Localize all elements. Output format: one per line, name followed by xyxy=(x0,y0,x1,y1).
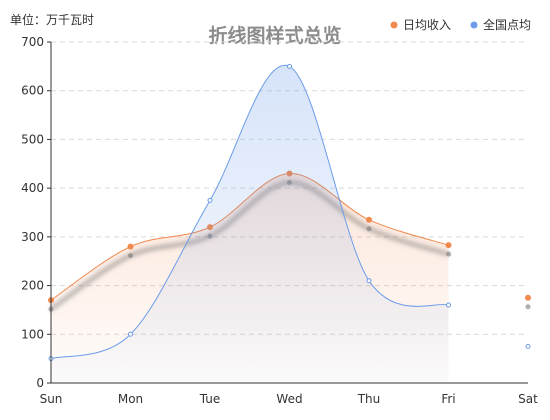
y-tick-label: 300 xyxy=(21,230,44,244)
legend-label: 日均收入 xyxy=(403,18,451,32)
series-layer xyxy=(48,63,531,384)
y-tick-label: 200 xyxy=(21,279,44,293)
data-point[interactable] xyxy=(445,242,452,249)
data-point[interactable] xyxy=(366,216,372,223)
y-tick-label: 500 xyxy=(21,132,44,146)
y-tick-label: 0 xyxy=(36,376,44,390)
x-tick-label: Sat xyxy=(518,392,538,406)
data-point[interactable] xyxy=(525,294,531,301)
chart-title: 折线图样式总览 xyxy=(208,24,341,47)
legend-marker xyxy=(470,21,478,29)
y-axis-ticks: 0 100 200 300 400 500 600 700 xyxy=(21,35,44,390)
data-point-shadow xyxy=(446,251,451,257)
legend[interactable]: 日均收入 全国点均 xyxy=(390,17,532,32)
y-tick-label: 700 xyxy=(21,35,44,49)
data-point-shadow xyxy=(525,304,531,310)
y-tick-label: 100 xyxy=(21,327,44,341)
series-area xyxy=(51,65,449,384)
legend-marker xyxy=(390,21,398,29)
y-tick-label: 600 xyxy=(21,84,44,98)
data-point[interactable] xyxy=(525,343,531,349)
data-point[interactable] xyxy=(287,63,292,69)
data-point[interactable] xyxy=(446,302,451,308)
data-point[interactable] xyxy=(366,278,372,284)
x-tick-label: Fri xyxy=(441,392,455,406)
data-point[interactable] xyxy=(128,331,133,337)
data-point[interactable] xyxy=(127,243,134,250)
x-tick-label: Thu xyxy=(357,392,381,406)
x-axis-ticks: Sun Mon Tue Wed Thu Fri Sat xyxy=(40,392,539,406)
x-tick-label: Tue xyxy=(199,392,221,406)
axes xyxy=(47,41,528,384)
x-tick-label: Sun xyxy=(40,392,63,406)
unit-label: 单位：万千瓦时 xyxy=(10,12,94,27)
data-point-shadow xyxy=(128,253,133,259)
legend-item-0[interactable]: 日均收入 xyxy=(390,18,452,32)
data-point[interactable] xyxy=(207,197,213,203)
y-tick-label: 400 xyxy=(21,181,44,195)
legend-item-1[interactable]: 全国点均 xyxy=(470,17,532,32)
x-tick-label: Wed xyxy=(276,392,302,406)
x-tick-label: Mon xyxy=(118,392,143,406)
data-point-shadow xyxy=(366,226,372,232)
legend-label: 全国点均 xyxy=(483,17,531,32)
